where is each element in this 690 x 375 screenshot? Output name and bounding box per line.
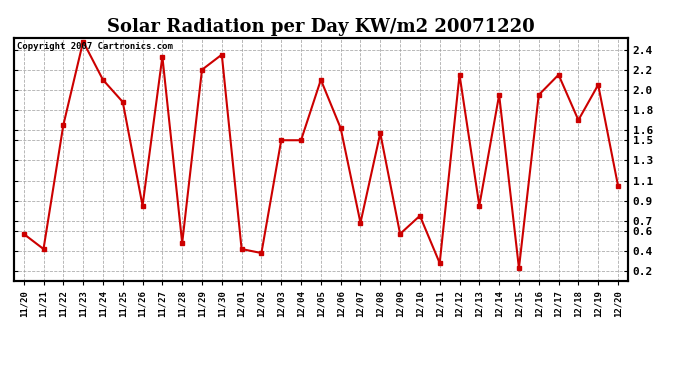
Text: Copyright 2007 Cartronics.com: Copyright 2007 Cartronics.com (17, 42, 172, 51)
Title: Solar Radiation per Day KW/m2 20071220: Solar Radiation per Day KW/m2 20071220 (107, 18, 535, 36)
